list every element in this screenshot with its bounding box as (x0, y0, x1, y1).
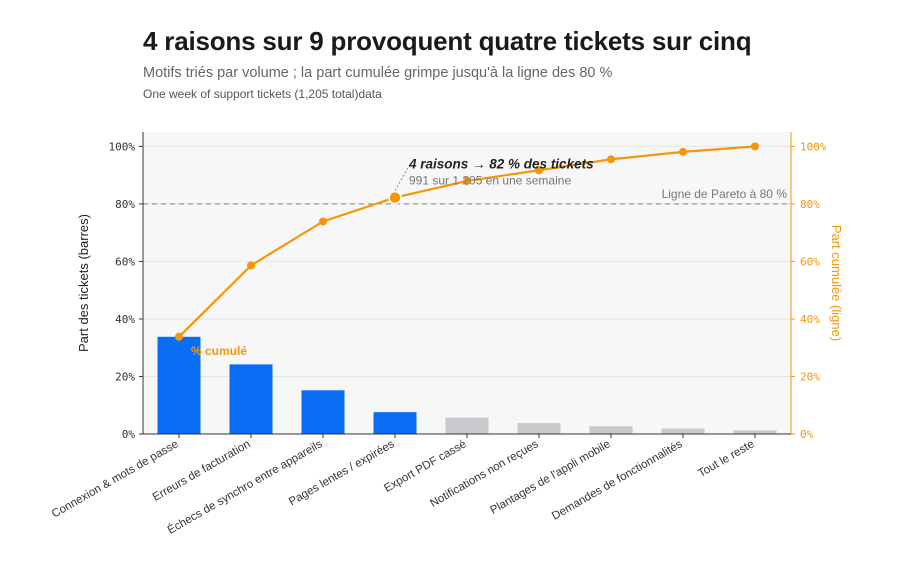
y2-axis-title: Part cumulée (ligne) (829, 225, 844, 341)
chart-subtitle: Motifs triés par volume ; la part cumulé… (143, 65, 613, 81)
bar (229, 364, 273, 434)
bar (733, 430, 777, 434)
y2-tick-label: 80% (800, 198, 820, 211)
bar (517, 423, 561, 434)
cumulative-point (175, 332, 183, 341)
cumulative-line (175, 142, 759, 341)
y2-tick-label: 20% (800, 370, 820, 383)
bar (373, 412, 417, 434)
y-tick-label: 40% (115, 313, 135, 326)
bar (661, 428, 705, 434)
y-tick-label: 80% (115, 198, 135, 211)
y-tick-label: 0% (122, 428, 136, 441)
y2-tick-label: 40% (800, 313, 820, 326)
y2-tick-label: 0% (800, 428, 814, 441)
y-tick-label: 60% (115, 255, 135, 268)
chart-title: 4 raisons sur 9 provoquent quatre ticket… (143, 26, 752, 56)
y2-tick-label: 60% (800, 255, 820, 268)
annotation-title: 4 raisons → 82 % des tickets (408, 157, 594, 172)
pareto-reference: Ligne de Pareto à 80 % (143, 187, 791, 205)
cumulative-point (679, 147, 687, 156)
bar (301, 390, 345, 434)
y-tick-label: 100% (109, 140, 136, 153)
annotation-text: 991 sur 1 205 en une semaine (409, 174, 571, 188)
cumulative-point (388, 190, 402, 205)
series-label: % cumulé (191, 344, 247, 358)
x-tick-label: Demandes de fonctionnalités (550, 438, 685, 523)
chart-source: One week of support tickets (1,205 total… (143, 87, 382, 101)
cumulative-point (535, 166, 543, 175)
bars (157, 336, 777, 434)
labels: Part des tickets (barres) Part cumulée (l… (76, 157, 844, 358)
cumulative-point (607, 155, 615, 164)
x-tick-label: Tout le reste (696, 438, 756, 480)
cumulative-point (247, 261, 255, 270)
cumulative-point (463, 176, 471, 185)
annotation-leader (394, 167, 409, 191)
x-tick-label: Connexion & mots de passe (50, 438, 181, 520)
bar (589, 426, 633, 434)
cumulative-point (751, 142, 759, 151)
bar (157, 336, 201, 434)
bar (445, 417, 489, 434)
y2-tick-label: 100% (800, 140, 827, 153)
x-tick-label: Plantages de l'appli mobile (488, 438, 612, 517)
cumulative-point (319, 217, 327, 226)
y-axis-title: Part des tickets (barres) (76, 214, 91, 352)
pareto-line-label: Ligne de Pareto à 80 % (662, 187, 788, 201)
y-tick-label: 20% (115, 370, 135, 383)
